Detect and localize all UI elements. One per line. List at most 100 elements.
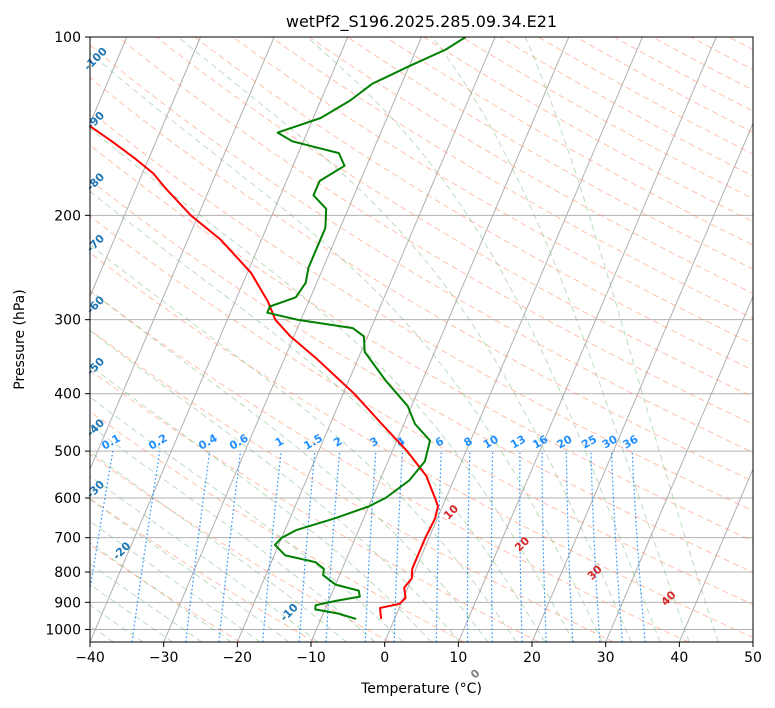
mixing-ratio-label: 20 (555, 432, 575, 451)
moist-adiabat-line (90, 127, 575, 642)
mixing-ratio-line (565, 451, 574, 642)
mixing-ratio-line (610, 451, 623, 642)
dry-adiabat-label: 0 (468, 666, 483, 681)
mixing-ratio-label: 10 (481, 432, 501, 451)
mixing-ratio-label: 0.6 (227, 431, 251, 452)
dry-adiabat-line (576, 37, 753, 133)
dry-adiabat-line (90, 410, 465, 642)
dry-adiabat-line (156, 37, 753, 398)
mixing-ratio-label: 13 (508, 433, 528, 452)
dry-adiabat-line (347, 37, 753, 270)
dry-adiabat-label: -70 (84, 232, 107, 255)
x-tick-label: 30 (597, 650, 615, 666)
mixing-ratio-label: 0.4 (196, 431, 220, 452)
isotherm-line (310, 37, 570, 642)
mixing-ratio-label: 3 (368, 435, 381, 450)
moist-adiabat-line (90, 498, 290, 642)
moist-adiabat-line (90, 520, 261, 642)
y-tick-label: 700 (54, 531, 81, 547)
dry-adiabat-line (90, 44, 753, 453)
mixing-ratio-line (185, 451, 211, 642)
dry-adiabat-label: -50 (84, 355, 107, 378)
mixing-ratio-label: 0.2 (146, 432, 169, 453)
plot-overlay: 0.1 0.2 0.4 0.6 1 1.5 2 3 4 6 8 10 13 16 20 25 30 36-100-… (45, 30, 762, 681)
isotherm-line (678, 467, 753, 642)
mixing-ratio-line (490, 451, 494, 642)
mixing-ratio-line (218, 451, 242, 642)
x-tick-label: 10 (449, 650, 467, 666)
dry-adiabat-label: -100 (81, 44, 110, 73)
dry-adiabat-line (90, 144, 753, 542)
dry-adiabat-label: -10 (278, 601, 301, 624)
mixing-ratio-line (262, 451, 282, 642)
isotherm-line (457, 37, 717, 642)
dry-adiabat-line (461, 37, 753, 200)
moist-adiabat-label: 40 (659, 588, 679, 608)
dry-adiabat-line (652, 37, 753, 91)
x-tick-label: 0 (380, 650, 389, 666)
y-tick-label: 800 (54, 565, 81, 581)
dry-adiabat-line (767, 37, 775, 642)
x-tick-label: 20 (523, 650, 541, 666)
y-tick-label: 400 (54, 387, 81, 403)
moist-adiabat-line (90, 424, 376, 642)
moist-adiabat-line (431, 37, 690, 642)
mixing-ratio-label: 4 (394, 434, 407, 449)
dry-adiabat-line (728, 37, 753, 51)
y-tick-label: 900 (54, 595, 81, 611)
mixing-ratio-line (131, 451, 161, 642)
y-tick-label: 200 (54, 208, 81, 224)
isotherm-line (605, 295, 753, 642)
dry-adiabat-line (537, 37, 753, 155)
x-tick-label: −30 (149, 650, 179, 666)
mixing-ratio-line (364, 451, 377, 642)
mixing-ratio-label: 2 (331, 435, 344, 450)
dewpoint-profile-line (266, 37, 467, 620)
x-axis-label: Temperature (°C) (360, 681, 482, 697)
moist-adiabat-line (525, 37, 719, 642)
isotherm-line (90, 37, 349, 642)
y-tick-label: 500 (54, 444, 81, 460)
chart-title: wetPf2_S196.2025.285.09.34.E21 (286, 12, 557, 32)
x-tick-label: −10 (296, 650, 326, 666)
x-tick-label: 40 (670, 650, 688, 666)
dry-adiabat-line (90, 215, 753, 606)
moist-adiabat-line (90, 542, 232, 642)
plot-frame (89, 36, 754, 643)
x-tick-label: −20 (223, 650, 253, 666)
dry-adiabat-line (690, 37, 753, 71)
dry-adiabat-line (90, 498, 315, 642)
y-tick-label: 1000 (45, 622, 81, 638)
mixing-ratio-line (590, 451, 601, 642)
y-tick-label: 600 (54, 491, 81, 507)
y-axis-label: Pressure (hPa) (12, 289, 28, 389)
moist-adiabat-line (90, 451, 347, 642)
moist-adiabat-line (90, 52, 603, 642)
isotherm-line (236, 37, 496, 642)
mixing-ratio-label: 30 (600, 432, 620, 451)
mixing-ratio-label: 1.5 (301, 432, 324, 453)
dry-adiabat-label: -60 (84, 293, 107, 316)
dry-adiabat-label: -90 (84, 109, 107, 132)
moist-adiabat-line (90, 190, 546, 642)
mixing-ratio-line (466, 451, 471, 642)
mixing-ratio-label: 6 (433, 434, 446, 449)
dry-adiabat-line (90, 329, 614, 642)
mixing-ratio-line (393, 451, 404, 642)
dry-adiabat-line (308, 37, 753, 295)
dry-adiabat-line (90, 252, 753, 639)
moist-adiabat-label: 20 (512, 534, 532, 554)
dry-adiabat-label: -80 (84, 170, 107, 193)
moist-adiabat-line (90, 365, 432, 642)
isotherm-line (90, 37, 275, 471)
moist-adiabat-line (306, 37, 661, 642)
x-tick-label: −40 (75, 650, 105, 666)
isotherm-line (384, 37, 643, 642)
mixing-ratio-label: 36 (621, 432, 641, 451)
moist-adiabat-line (90, 244, 517, 642)
dry-adiabat-line (385, 37, 753, 246)
plot-area (90, 37, 775, 642)
dry-adiabat-line (90, 110, 753, 512)
temperature-profile-line (90, 124, 439, 620)
